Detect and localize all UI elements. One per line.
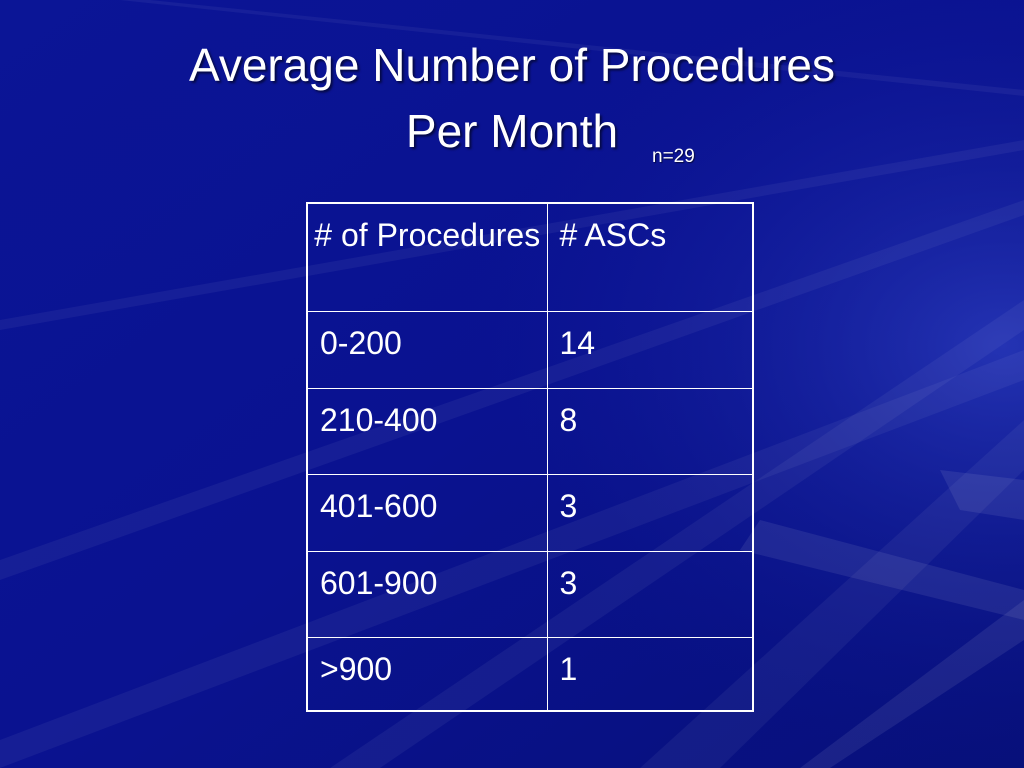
header-ascs: # ASCs	[546, 202, 754, 312]
table-header-row: # of Procedures # ASCs	[306, 202, 754, 312]
procedures-table: # of Procedures # ASCs 0-200 14 210-400 …	[306, 202, 754, 712]
asc-count-cell: 1	[546, 636, 754, 712]
procedures-range-cell: 401-600	[306, 473, 548, 552]
header-procedures: # of Procedures	[306, 202, 548, 312]
table-row: 601-900 3	[306, 550, 754, 638]
procedures-range-cell: 210-400	[306, 387, 548, 475]
asc-count-cell: 8	[546, 387, 754, 475]
asc-count-cell: 14	[546, 310, 754, 389]
procedures-range-cell: 601-900	[306, 550, 548, 638]
procedures-range-cell: >900	[306, 636, 548, 712]
asc-count-cell: 3	[546, 550, 754, 638]
sample-size-note: n=29	[652, 146, 695, 167]
procedures-range-cell: 0-200	[306, 310, 548, 389]
table-row: 0-200 14	[306, 310, 754, 389]
table-row: 210-400 8	[306, 387, 754, 475]
table-row: >900 1	[306, 636, 754, 712]
slide-title-line2: Per Month	[405, 105, 619, 157]
table-row: 401-600 3	[306, 473, 754, 552]
asc-count-cell: 3	[546, 473, 754, 552]
slide-title-line1: Average Number of Procedures	[188, 39, 836, 91]
